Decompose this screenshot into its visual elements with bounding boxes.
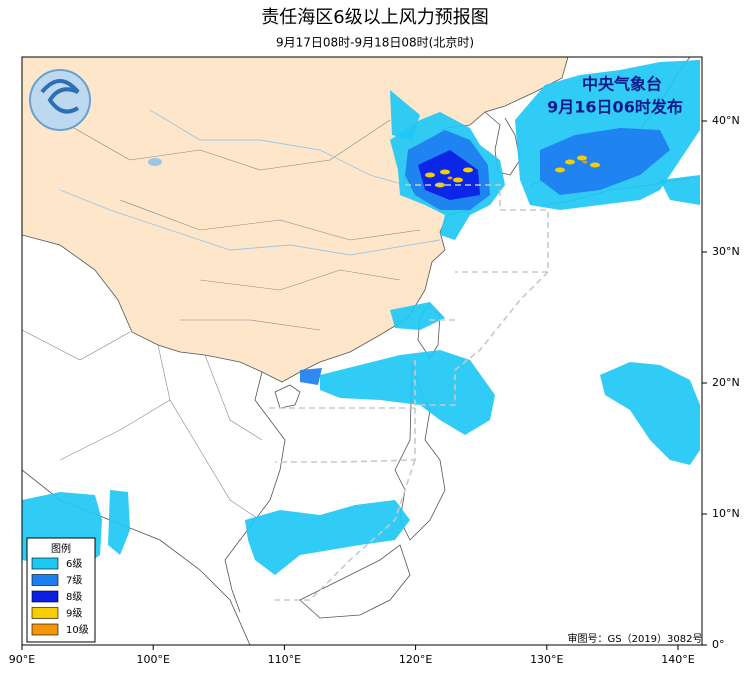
wind-area — [600, 362, 700, 465]
borneo — [299, 544, 411, 619]
agency-name: 中央气象台 — [582, 75, 662, 94]
legend-swatch — [31, 574, 59, 586]
wind-area — [540, 128, 670, 195]
korea-coast — [484, 111, 521, 176]
wind-core — [463, 167, 473, 173]
y-tick-label: 0° — [712, 638, 725, 651]
legend-swatch — [31, 590, 59, 603]
wind-area — [300, 368, 322, 385]
wind-core-strong — [447, 176, 453, 180]
sea-area-boundaries — [265, 184, 549, 601]
wind-core — [555, 167, 565, 173]
subtitle: 9月17日08时-9月18日08时(北京时) — [276, 36, 474, 50]
wind-core-strong — [582, 160, 588, 164]
legend-label: 8级 — [66, 591, 82, 603]
lake — [148, 158, 162, 166]
wind-area — [390, 90, 420, 140]
legend-swatch — [31, 607, 59, 619]
x-tick-label: 130°E — [530, 653, 563, 666]
y-tick-label: 10°N — [712, 507, 740, 520]
wind-core — [577, 155, 587, 161]
title: 责任海区6级以上风力预报图 — [261, 7, 488, 28]
wind-area — [320, 350, 495, 435]
legend-label: 10级 — [66, 624, 89, 636]
rivers — [59, 109, 441, 256]
wind-area — [108, 490, 130, 555]
legend-label: 6级 — [66, 558, 82, 570]
wind-core — [590, 162, 600, 168]
wind-core — [425, 172, 435, 178]
province-borders — [59, 119, 421, 331]
y-tick-label: 30°N — [712, 245, 740, 258]
x-tick-label: 140°E — [661, 653, 694, 666]
issue-time: 9月16日06时发布 — [547, 98, 683, 117]
x-tick-label: 100°E — [136, 653, 169, 666]
wind-core — [453, 177, 463, 183]
logo-mark — [40, 79, 80, 114]
indochina-coast — [224, 371, 286, 613]
x-tick-label: 90°E — [9, 653, 35, 666]
x-tick-label: 110°E — [268, 653, 301, 666]
legend: 图例 6级 7级 8级 9级 10级 — [26, 537, 96, 643]
map-frame — [21, 56, 703, 646]
legend-swatch — [31, 623, 59, 636]
wind-area — [418, 150, 480, 200]
wind-core — [440, 169, 450, 175]
hainan — [274, 384, 301, 409]
wind-areas — [22, 60, 700, 575]
y-tick-label: 20°N — [712, 376, 740, 389]
wind-area — [390, 302, 445, 330]
wind-area — [245, 500, 410, 575]
x-tick-label: 120°E — [399, 653, 432, 666]
wind-core — [565, 159, 575, 165]
wind-area — [660, 175, 700, 205]
borders — [22, 235, 263, 521]
legend-label: 7级 — [66, 575, 82, 587]
legend-label: 9级 — [66, 608, 82, 620]
logo — [29, 69, 91, 131]
legend-swatch — [31, 557, 59, 570]
legend-title: 图例 — [51, 542, 71, 555]
map-area — [22, 57, 702, 645]
approval-number: 审图号：GS（2019）3082号 — [568, 632, 703, 645]
y-tick-label: 40°N — [712, 114, 740, 127]
